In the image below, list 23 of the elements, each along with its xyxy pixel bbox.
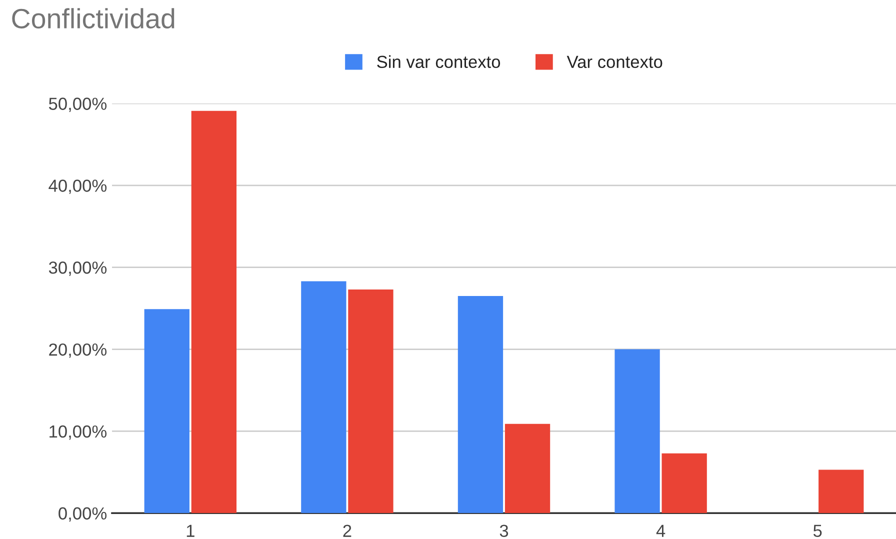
bar	[348, 289, 394, 514]
bar	[458, 296, 504, 514]
y-tick-label: 50,00%	[48, 98, 107, 112]
legend-label: Sin var contexto	[377, 55, 500, 68]
y-tick-label: 40,00%	[48, 180, 107, 194]
bar	[614, 349, 660, 514]
y-tick-label: 10,00%	[50, 425, 107, 440]
x-tick-label: 2	[343, 524, 352, 537]
y-tick-label: 20,00%	[49, 343, 107, 358]
bar	[144, 309, 190, 514]
bar	[301, 281, 346, 514]
x-tick-label: 1	[186, 524, 194, 537]
bar	[818, 470, 864, 514]
x-tick-label: 5	[813, 524, 822, 537]
bar	[191, 110, 236, 514]
x-tick-label: 4	[656, 524, 666, 537]
x-tick-label: 3	[500, 524, 508, 537]
legend-label: Var contexto	[566, 56, 662, 68]
y-tick-label: 0,00%	[58, 507, 107, 522]
y-tick-label: 30,00%	[48, 262, 107, 276]
bar	[662, 453, 707, 514]
chart-title: Conflictividad	[12, 8, 174, 28]
bar	[504, 424, 550, 514]
